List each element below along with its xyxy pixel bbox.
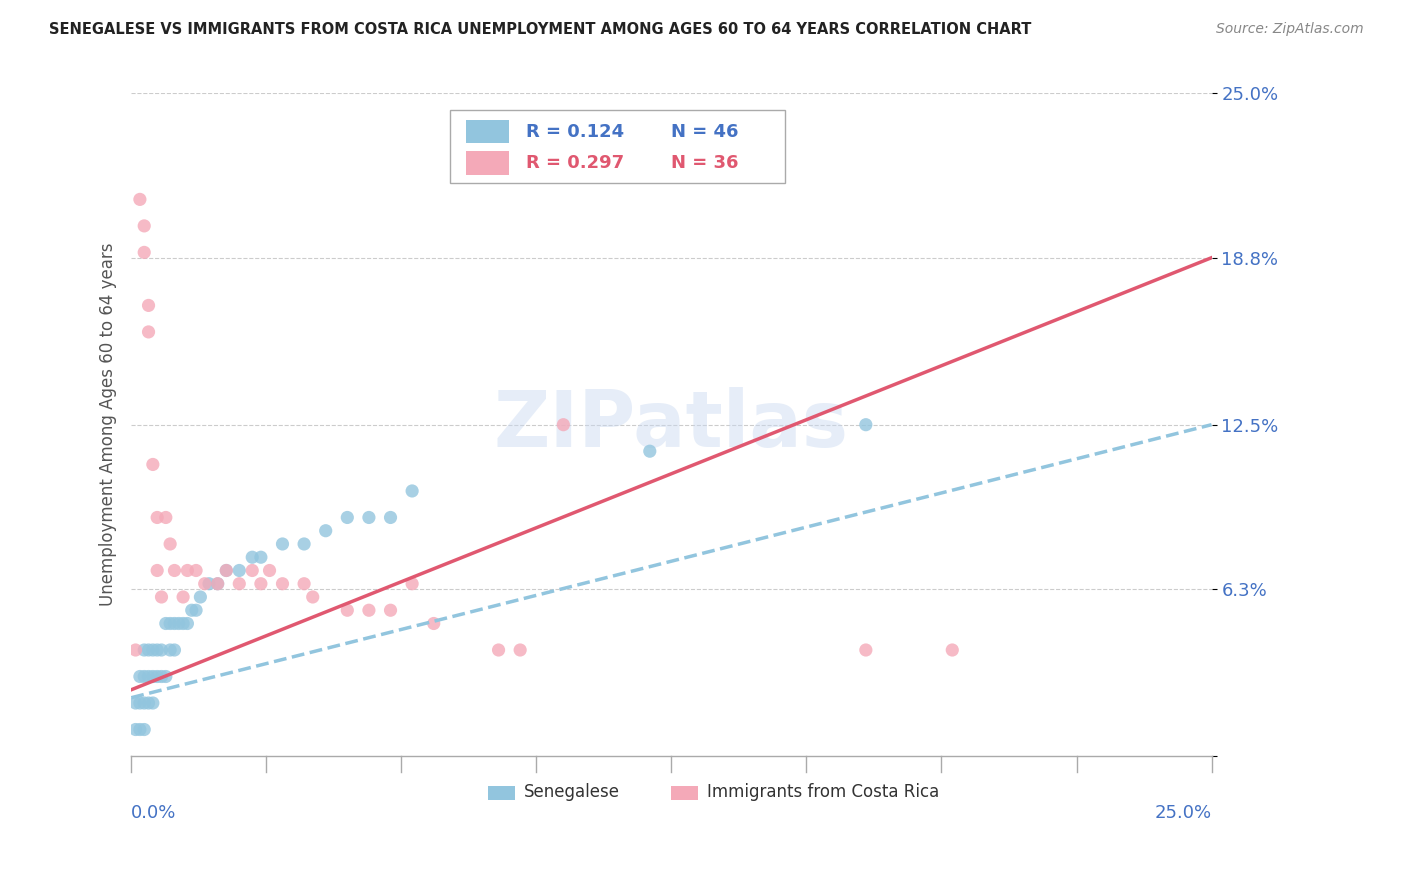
Point xyxy=(138,325,160,339)
Point xyxy=(336,603,359,617)
Point xyxy=(176,564,198,578)
Point xyxy=(134,245,156,260)
Point xyxy=(207,576,229,591)
Text: N = 46: N = 46 xyxy=(672,123,740,141)
Point xyxy=(380,510,402,524)
Text: Senegalese: Senegalese xyxy=(523,783,620,802)
Point xyxy=(198,576,221,591)
Text: SENEGALESE VS IMMIGRANTS FROM COSTA RICA UNEMPLOYMENT AMONG AGES 60 TO 64 YEARS : SENEGALESE VS IMMIGRANTS FROM COSTA RICA… xyxy=(49,22,1032,37)
Text: 0.0%: 0.0% xyxy=(131,804,177,822)
Point xyxy=(163,564,186,578)
Point xyxy=(180,603,202,617)
Text: N = 36: N = 36 xyxy=(672,154,740,172)
Point xyxy=(134,643,156,657)
Point xyxy=(134,219,156,233)
Point xyxy=(138,643,160,657)
Point xyxy=(138,696,160,710)
Point xyxy=(357,510,380,524)
FancyBboxPatch shape xyxy=(450,110,785,183)
Point xyxy=(128,193,150,207)
Point xyxy=(380,603,402,617)
Point xyxy=(159,616,181,631)
Point xyxy=(142,696,165,710)
Point xyxy=(336,510,359,524)
Point xyxy=(128,669,150,683)
Point xyxy=(159,537,181,551)
Point xyxy=(128,723,150,737)
Point xyxy=(240,550,263,565)
Point xyxy=(124,696,146,710)
Point xyxy=(142,643,165,657)
Point xyxy=(488,643,510,657)
Point xyxy=(150,590,173,604)
Point xyxy=(422,616,444,631)
Point xyxy=(190,590,212,604)
Point xyxy=(142,458,165,472)
Point xyxy=(128,696,150,710)
Point xyxy=(146,669,169,683)
Point xyxy=(292,537,315,551)
Text: R = 0.124: R = 0.124 xyxy=(526,123,624,141)
Point xyxy=(509,643,531,657)
Point xyxy=(146,510,169,524)
Text: ZIPatlas: ZIPatlas xyxy=(494,387,849,463)
Point xyxy=(315,524,337,538)
Point xyxy=(155,510,177,524)
Point xyxy=(401,483,423,498)
Text: Immigrants from Costa Rica: Immigrants from Costa Rica xyxy=(707,783,939,802)
Point xyxy=(146,564,169,578)
Text: 25.0%: 25.0% xyxy=(1154,804,1212,822)
Point xyxy=(124,643,146,657)
Point xyxy=(301,590,323,604)
Point xyxy=(134,669,156,683)
Point xyxy=(142,669,165,683)
Bar xyxy=(672,786,699,800)
Point xyxy=(167,616,190,631)
Point xyxy=(134,696,156,710)
Point xyxy=(271,537,294,551)
Point xyxy=(150,669,173,683)
Text: R = 0.297: R = 0.297 xyxy=(526,154,624,172)
Point xyxy=(228,564,250,578)
Point xyxy=(184,603,207,617)
Point xyxy=(250,576,273,591)
Point xyxy=(134,723,156,737)
Point xyxy=(155,616,177,631)
Point xyxy=(215,564,238,578)
Point xyxy=(401,576,423,591)
Point xyxy=(207,576,229,591)
Bar xyxy=(488,786,515,800)
Point xyxy=(172,590,194,604)
Point xyxy=(150,643,173,657)
Point xyxy=(124,723,146,737)
Point xyxy=(194,576,217,591)
Point xyxy=(155,669,177,683)
Point xyxy=(941,643,963,657)
Point xyxy=(855,417,877,432)
Point xyxy=(146,643,169,657)
Point xyxy=(250,550,273,565)
Point xyxy=(855,643,877,657)
Point xyxy=(259,564,281,578)
Bar xyxy=(467,152,509,175)
Point xyxy=(163,616,186,631)
Point xyxy=(228,576,250,591)
Bar xyxy=(467,120,509,144)
Point xyxy=(184,564,207,578)
Point xyxy=(292,576,315,591)
Point xyxy=(176,616,198,631)
Point xyxy=(163,643,186,657)
Y-axis label: Unemployment Among Ages 60 to 64 years: Unemployment Among Ages 60 to 64 years xyxy=(100,243,117,607)
Point xyxy=(357,603,380,617)
Point xyxy=(159,643,181,657)
Point xyxy=(138,298,160,312)
Text: Source: ZipAtlas.com: Source: ZipAtlas.com xyxy=(1216,22,1364,37)
Point xyxy=(172,616,194,631)
Point xyxy=(271,576,294,591)
Point xyxy=(138,669,160,683)
Point xyxy=(553,417,575,432)
Point xyxy=(638,444,661,458)
Point xyxy=(215,564,238,578)
Point xyxy=(240,564,263,578)
